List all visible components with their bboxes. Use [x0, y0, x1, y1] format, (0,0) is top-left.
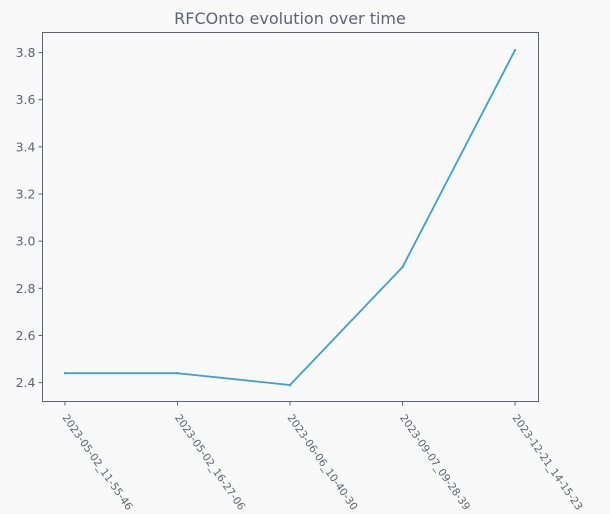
x-tick-label: 2023-09-07_09-28-39 — [397, 412, 472, 512]
y-tick-label: 3.0 — [16, 234, 36, 249]
data-point — [63, 372, 67, 375]
data-point — [401, 265, 404, 269]
series-layer — [63, 48, 517, 387]
y-tick-label: 3.8 — [16, 45, 36, 60]
plot-frame — [42, 32, 539, 402]
y-tick-label: 2.6 — [16, 328, 36, 343]
x-tick-label: 2023-06-06_10-40-30 — [285, 412, 360, 512]
chart-title: RFCOnto evolution over time — [174, 9, 406, 28]
y-tick-label: 3.4 — [16, 139, 36, 154]
y-tick-label: 3.6 — [16, 92, 36, 107]
series-line — [64, 49, 516, 386]
y-tick-label: 2.8 — [16, 281, 36, 296]
y-tick-label: 3.2 — [16, 187, 36, 202]
x-tick-label: 2023-05-02_16-27-06 — [172, 412, 247, 512]
data-point — [513, 48, 517, 52]
y-axis: 2.4 2.6 2.8 3.0 3.2 3.4 3.6 3.8 — [16, 45, 43, 390]
x-tick-label: 2023-05-02_11-55-46 — [60, 412, 135, 512]
x-tick-label: 2023-12-21_14-15-23 — [510, 412, 585, 512]
x-axis: 2023-05-02_11-55-46 2023-05-02_16-27-06 20… — [60, 401, 585, 513]
data-point — [288, 383, 292, 387]
data-point — [176, 372, 179, 375]
y-tick-label: 2.4 — [16, 375, 36, 390]
